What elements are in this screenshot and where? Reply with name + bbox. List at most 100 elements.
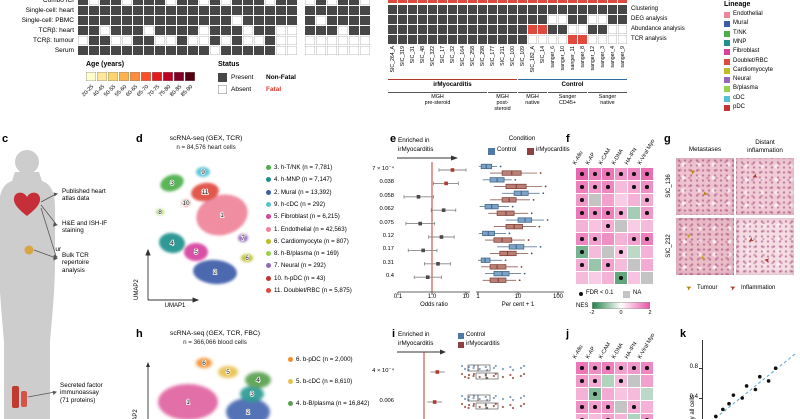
pathway-heart-heatmap-cell	[628, 207, 640, 219]
sample-grid-cell	[327, 0, 337, 5]
cohort-group-label: CD45+	[559, 100, 576, 107]
histology-legend-label: Tumour	[697, 285, 718, 291]
sample-grid-cell	[188, 46, 198, 55]
pathway-blood-heatmap-cell	[615, 414, 627, 419]
pathway-heart-fdr-dot	[619, 250, 623, 254]
sample-grid-cell	[243, 0, 253, 5]
analysis-grid-cell	[498, 5, 507, 14]
analysis-grid-cell	[408, 5, 417, 14]
analysis-grid-cell	[438, 15, 447, 24]
sample-grid-cell	[305, 46, 315, 55]
analysis-grid-cell	[448, 15, 457, 24]
sample-grid-cell	[338, 6, 348, 15]
heart-cluster-dot	[266, 238, 271, 244]
sample-grid-cell	[265, 16, 275, 25]
sample-grid-cell	[349, 6, 359, 15]
pathway-heart-heatmap-cell	[589, 272, 601, 284]
analysis-grid-cell	[588, 35, 597, 44]
sample-row-label: Single-cell: heart	[25, 7, 74, 14]
lineage-label: MNP	[733, 38, 747, 45]
sample-grid-cell	[316, 6, 326, 15]
pathway-heart-fdr-dot	[645, 198, 649, 202]
pathway-heart-heatmap-cell	[615, 194, 627, 206]
sample-grid-cell	[305, 36, 315, 45]
analysis-grid-cell	[578, 35, 587, 44]
analysis-strip-cell	[438, 0, 447, 3]
sample-grid-cell	[221, 0, 231, 5]
sample-grid-cell	[265, 0, 275, 5]
cohort-group-label: post-	[496, 100, 509, 107]
pathway-heart-fdr-dot	[593, 172, 597, 176]
blood-enrichment-header-line2: irMyocarditis	[398, 339, 434, 347]
analysis-grid-cell	[478, 25, 487, 34]
sample-grid-cell	[210, 6, 220, 15]
lineage-label: cDC	[733, 94, 745, 101]
analysis-grid-cell	[618, 35, 627, 44]
sample-grid-cell	[155, 16, 165, 25]
sample-grid-cell	[133, 16, 143, 25]
pathway-heart-fdr-dot	[619, 276, 623, 280]
analysis-strip-cell	[408, 0, 417, 3]
sample-grid-cell	[133, 36, 143, 45]
sample-grid-cell	[360, 6, 370, 15]
heart-pipeline-item-line: H&E and ISH-IF	[62, 220, 108, 227]
analysis-grid-cell	[538, 5, 547, 14]
fdr-legend-label: FDR < 0.1	[586, 290, 614, 296]
lineage-label: pDC	[733, 104, 746, 110]
pathway-blood-fdr-dot	[593, 379, 597, 383]
heart-cluster-dot	[266, 165, 271, 170]
sample-grid-cell	[166, 6, 176, 15]
sample-grid-cell	[349, 16, 359, 25]
sample-grid-cell	[144, 26, 154, 35]
na-swatch	[623, 291, 630, 298]
odds-ratio-tick-label: 10	[462, 294, 470, 300]
lineage-label: Fibroblast	[733, 48, 760, 55]
pathway-heart-fdr-dot	[645, 172, 649, 176]
analysis-col-label: SIC_164	[460, 46, 466, 67]
analysis-col-label: SIC_319	[400, 46, 406, 67]
pathway-blood-heatmap-cell	[641, 401, 653, 413]
pathway-heart-fdr-dot	[619, 211, 623, 215]
panel-letter-f: f	[566, 133, 570, 145]
pathway-heart-heatmap-cell	[576, 272, 588, 284]
sample-grid-cell	[221, 46, 231, 55]
panel-letter-h: h	[136, 328, 143, 340]
condition-span-label: irMyocarditis	[433, 81, 472, 88]
lineage-label: Neural	[733, 76, 751, 83]
lineage-swatch	[724, 39, 730, 46]
svg-text:5: 5	[226, 369, 230, 376]
analysis-col-label: sanger_9	[620, 46, 626, 68]
lineage-label: B/plasma	[733, 85, 759, 92]
panel-d-title: scRNA-seq (GEX, TCR)	[169, 135, 243, 142]
svg-text:11: 11	[202, 189, 209, 196]
analysis-grid-cell	[538, 25, 547, 34]
pathway-heart-fdr-dot	[580, 185, 584, 189]
pathway-heart-heatmap-cell	[641, 272, 653, 284]
analysis-grid-cell	[408, 25, 417, 34]
sample-grid-cell	[305, 0, 315, 5]
analysis-grid-cell	[578, 15, 587, 24]
sample-grid-cell	[111, 0, 121, 5]
heart-pipeline-item-line: Bulk TCR	[62, 252, 89, 259]
pathway-heart-heatmap-cell	[615, 181, 627, 193]
sample-grid-cell	[338, 36, 348, 45]
percent-axis-label: Per cent + 1	[501, 302, 535, 308]
analysis-grid-cell	[448, 25, 457, 34]
analysis-strip-cell	[498, 0, 507, 3]
distant-header-line2: inflammation	[747, 147, 783, 154]
cohort-group-label: pre-steroid	[424, 100, 451, 107]
sample-grid-cell	[78, 46, 88, 55]
lineage-swatch	[724, 12, 730, 18]
analysis-grid-cell	[468, 35, 477, 44]
status-nonfatal-label: Non-Fatal	[266, 74, 296, 81]
pathway-blood-heatmap-cell	[576, 388, 588, 400]
panel-d-subtitle: n = 84,576 heart cells	[176, 144, 236, 151]
percent-tick-label: 10	[514, 294, 522, 300]
pathway-heart-fdr-dot	[645, 185, 649, 189]
pathway-heart-heatmap-cell	[576, 220, 588, 232]
percent-tick-label: 1	[476, 294, 480, 300]
analysis-grid-cell	[478, 5, 487, 14]
pathway-heart-heatmap-cell	[602, 194, 614, 206]
irmyo-swatch-blood	[458, 342, 464, 348]
sample-grid-cell	[78, 36, 88, 45]
